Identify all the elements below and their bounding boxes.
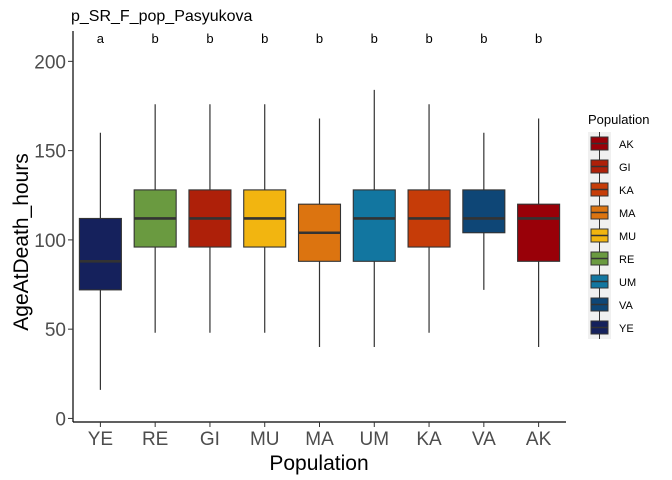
significance-letter: b	[480, 31, 487, 46]
significance-letter: b	[425, 31, 432, 46]
box-YE	[78, 217, 122, 291]
significance-letter: a	[97, 31, 105, 46]
chart-title: p_SR_F_pop_Pasyukova	[71, 8, 253, 25]
box-UM	[352, 189, 396, 262]
significance-letter: b	[261, 31, 268, 46]
y-tick-label: 200	[34, 52, 66, 73]
significance-letter: b	[206, 31, 213, 46]
x-tick-label: KA	[416, 429, 442, 450]
legend: Population AK GI KA MA MU RE UM VA YE	[588, 112, 649, 339]
significance-letter: b	[152, 31, 159, 46]
legend-label: YE	[619, 323, 634, 335]
legend-label: KA	[619, 185, 634, 197]
box-VA	[462, 189, 506, 234]
x-axis-label: Population	[269, 452, 368, 475]
x-tick-label: VA	[472, 429, 496, 450]
legend-label: UM	[619, 277, 636, 289]
x-tick-label: RE	[142, 429, 168, 450]
y-tick-label: 100	[34, 231, 66, 252]
y-tick-label: 0	[55, 409, 66, 430]
significance-letter: b	[535, 31, 542, 46]
legend-label: MU	[619, 231, 636, 243]
legend-title: Population	[588, 112, 649, 127]
significance-letter: b	[371, 31, 378, 46]
box-AK	[517, 203, 561, 262]
y-axis-label: AgeAtDeath_hours	[10, 153, 33, 330]
y-tick-label: 150	[34, 142, 66, 163]
x-tick-label: MU	[250, 429, 280, 450]
plot-area: 0 50 100 150 200 YE RE GI MU MA UM KA VA AK a b b b b b b b b	[34, 31, 566, 450]
legend-label: RE	[619, 254, 634, 266]
x-tick-label: GI	[200, 429, 220, 450]
y-tick-label: 50	[45, 320, 66, 341]
x-tick-label: YE	[88, 429, 113, 450]
legend-label: MA	[619, 208, 636, 220]
x-tick-label: MA	[305, 429, 334, 450]
significance-letter: b	[316, 31, 323, 46]
x-tick-label: UM	[359, 429, 389, 450]
legend-label: VA	[619, 300, 634, 312]
x-tick-label: AK	[526, 429, 552, 450]
legend-label: GI	[619, 162, 631, 174]
legend-label: AK	[619, 139, 634, 151]
